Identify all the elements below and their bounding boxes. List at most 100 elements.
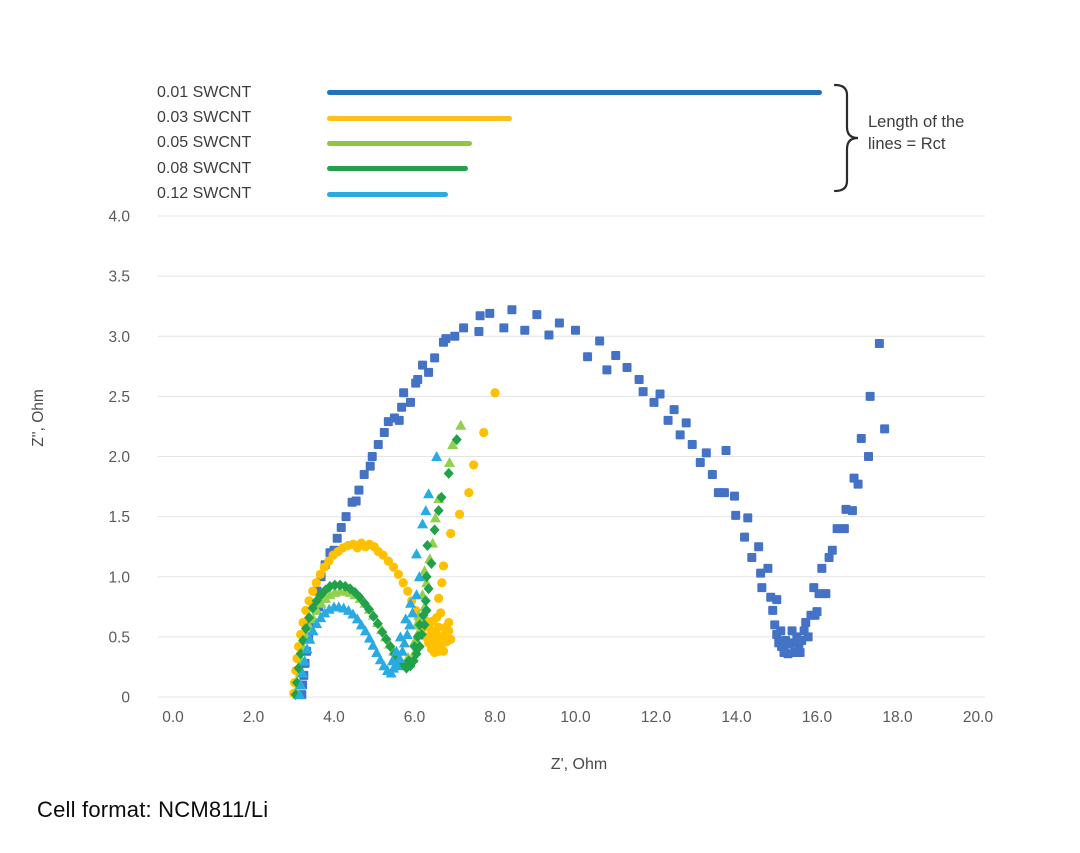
- data-point: [827, 545, 837, 555]
- series-0.12-swcnt: [294, 451, 443, 700]
- data-point: [304, 596, 314, 606]
- data-point: [444, 457, 456, 468]
- series-0.01-swcnt: [297, 305, 890, 700]
- data-point: [398, 578, 408, 588]
- data-point: [409, 640, 420, 652]
- data-point: [347, 608, 359, 619]
- data-point: [371, 647, 383, 658]
- data-point: [768, 605, 778, 615]
- data-point: [663, 415, 673, 425]
- data-point: [436, 491, 447, 503]
- data-point: [669, 405, 679, 415]
- y-tick-label: 2.5: [108, 389, 130, 406]
- data-point: [377, 626, 388, 638]
- brace-note: Length of the lines = Rct: [868, 112, 964, 156]
- data-point: [554, 318, 564, 328]
- data-point: [420, 505, 432, 516]
- legend-label: 0.08 SWCNT: [157, 159, 252, 177]
- data-point: [583, 352, 593, 362]
- data-point: [783, 649, 793, 659]
- data-point: [294, 689, 306, 700]
- data-point: [418, 360, 428, 370]
- data-point: [459, 323, 469, 333]
- y-tick-label: 0.5: [108, 629, 130, 646]
- data-point: [490, 388, 500, 398]
- data-point: [413, 571, 425, 582]
- data-point: [821, 589, 831, 599]
- data-point: [520, 325, 530, 335]
- data-point: [304, 612, 315, 624]
- data-point: [417, 518, 429, 529]
- data-point: [729, 491, 739, 501]
- data-point: [420, 595, 431, 607]
- data-point: [400, 613, 412, 624]
- data-point: [434, 593, 444, 603]
- data-point: [451, 434, 462, 446]
- legend: 0.01 SWCNT 0.03 SWCNT 0.05 SWCNT 0.08 SWCNT…: [157, 80, 823, 207]
- data-point: [611, 350, 621, 360]
- data-point: [649, 397, 659, 407]
- data-point: [300, 622, 311, 634]
- data-point: [880, 424, 890, 434]
- x-tick-label: 4.0: [323, 709, 345, 726]
- data-point: [416, 628, 427, 640]
- y-tick-label: 0: [121, 690, 130, 707]
- data-point: [307, 602, 318, 614]
- data-point: [311, 618, 323, 629]
- data-point: [803, 632, 813, 642]
- legend-rct-line: [327, 166, 468, 172]
- legend-label: 0.12 SWCNT: [157, 185, 252, 203]
- data-point: [675, 430, 685, 440]
- brace-note-line2: lines = Rct: [868, 134, 946, 153]
- data-point: [421, 571, 432, 583]
- data-point: [441, 622, 451, 632]
- data-point: [864, 452, 874, 461]
- data-point: [721, 445, 731, 455]
- data-point: [396, 645, 408, 656]
- data-point: [398, 637, 410, 648]
- data-point: [426, 629, 437, 640]
- x-tick-label: 18.0: [882, 709, 913, 726]
- data-point: [411, 589, 423, 600]
- data-point: [364, 603, 375, 615]
- data-point: [602, 365, 612, 375]
- x-tick-label: 6.0: [404, 709, 426, 726]
- data-point: [814, 589, 824, 599]
- data-point: [431, 451, 443, 461]
- data-point: [429, 524, 440, 536]
- x-tick-label: 2.0: [243, 709, 265, 726]
- data-point: [638, 387, 648, 397]
- data-point: [655, 389, 665, 399]
- data-point: [359, 470, 369, 480]
- data-point: [423, 583, 434, 595]
- data-point: [856, 433, 866, 443]
- legend-rct-line: [327, 115, 513, 121]
- data-point: [381, 633, 392, 645]
- data-point: [363, 632, 375, 643]
- data-point: [355, 619, 367, 630]
- data-point: [446, 634, 456, 644]
- data-point: [756, 568, 766, 578]
- x-axis-title: Z', Ohm: [550, 756, 608, 773]
- legend-item: 0.01 SWCNT: [157, 80, 823, 105]
- data-point: [311, 578, 321, 588]
- legend-label: 0.05 SWCNT: [157, 134, 252, 152]
- data-point: [383, 556, 393, 566]
- data-point: [847, 506, 857, 516]
- data-point: [839, 524, 849, 534]
- data-point: [394, 653, 406, 664]
- data-point: [329, 579, 340, 591]
- data-point: [507, 305, 517, 315]
- data-point: [394, 415, 404, 425]
- data-point: [475, 311, 485, 321]
- data-point: [532, 310, 542, 320]
- data-point: [479, 427, 489, 438]
- x-tick-label: 10.0: [560, 709, 591, 726]
- data-point: [485, 308, 495, 318]
- data-point: [297, 667, 309, 678]
- y-tick-label: 2.0: [108, 449, 130, 466]
- legend-item: 0.08 SWCNT: [157, 156, 822, 181]
- data-point: [743, 513, 753, 523]
- data-point: [373, 439, 383, 449]
